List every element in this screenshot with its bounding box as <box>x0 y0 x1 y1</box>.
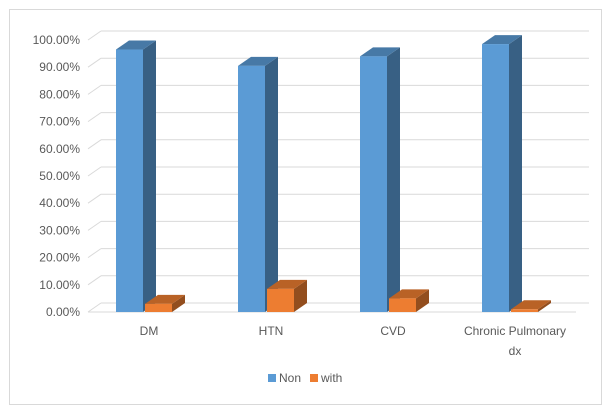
y-tick-label: 10.00% <box>39 278 80 292</box>
bar-non-htn <box>238 56 278 313</box>
bar-side <box>294 279 307 312</box>
gridline-side <box>87 220 102 231</box>
bar-top <box>145 294 185 304</box>
legend-swatch <box>268 374 276 382</box>
gridline-side <box>87 166 102 177</box>
bar-front <box>267 288 294 312</box>
legend-label: Non <box>279 371 301 385</box>
bar-non-cvd <box>360 47 400 312</box>
bar-top <box>238 56 278 66</box>
y-tick-label: 30.00% <box>39 223 80 237</box>
gridline-side <box>87 302 102 313</box>
y-tick-label: 70.00% <box>39 115 80 129</box>
bar-front <box>389 298 416 312</box>
bar-front <box>511 309 538 312</box>
y-tick-label: 100.00% <box>33 33 81 47</box>
bar-side <box>387 47 400 312</box>
bar-non-chronic-pulmonary-dx <box>482 35 522 313</box>
bar-front <box>145 303 172 312</box>
bar-with-dm <box>145 294 185 312</box>
bar-side <box>416 289 429 312</box>
bar-front <box>360 56 387 312</box>
bar-side <box>172 294 185 312</box>
bar-front <box>238 65 265 312</box>
x-tick-label: CVD <box>380 324 406 338</box>
gridline-side <box>87 57 102 68</box>
bar-with-cvd <box>389 289 429 312</box>
y-tick-label: 20.00% <box>39 251 80 265</box>
y-tick-label: 80.00% <box>39 87 80 101</box>
y-tick-label: 0.00% <box>46 305 80 319</box>
x-tick-label: Chronic Pulmonary <box>464 324 566 338</box>
bar-side <box>265 56 278 313</box>
bar-side <box>538 300 551 312</box>
gridline-side <box>87 275 102 286</box>
x-tick-label: DM <box>140 324 159 338</box>
bar-front <box>482 44 509 313</box>
legend-label: with <box>320 371 342 385</box>
gridline-side <box>87 139 102 150</box>
bar-side <box>143 40 156 313</box>
bar-top <box>267 279 307 289</box>
bar-top <box>360 47 400 57</box>
y-tick-label: 90.00% <box>39 60 80 74</box>
bar-top <box>511 300 551 310</box>
gridline-side <box>87 84 102 95</box>
x-tick-label: dx <box>509 344 522 358</box>
bar-top <box>389 289 429 299</box>
y-tick-label: 60.00% <box>39 142 80 156</box>
y-tick-label: 40.00% <box>39 196 80 210</box>
bar-front <box>116 49 143 313</box>
gridline-side <box>87 112 102 123</box>
bar-with-htn <box>267 279 307 312</box>
y-tick-label: 50.00% <box>39 169 80 183</box>
bar-top <box>116 40 156 50</box>
gridline-side <box>87 193 102 204</box>
gridline-side <box>87 30 102 41</box>
bar-side <box>509 35 522 312</box>
gridline-side <box>87 248 102 259</box>
bar-top <box>482 35 522 45</box>
legend-swatch <box>310 374 318 382</box>
bar-with-chronic-pulmonary-dx <box>511 300 551 312</box>
x-tick-label: HTN <box>259 324 284 338</box>
bar-non-dm <box>116 40 156 313</box>
